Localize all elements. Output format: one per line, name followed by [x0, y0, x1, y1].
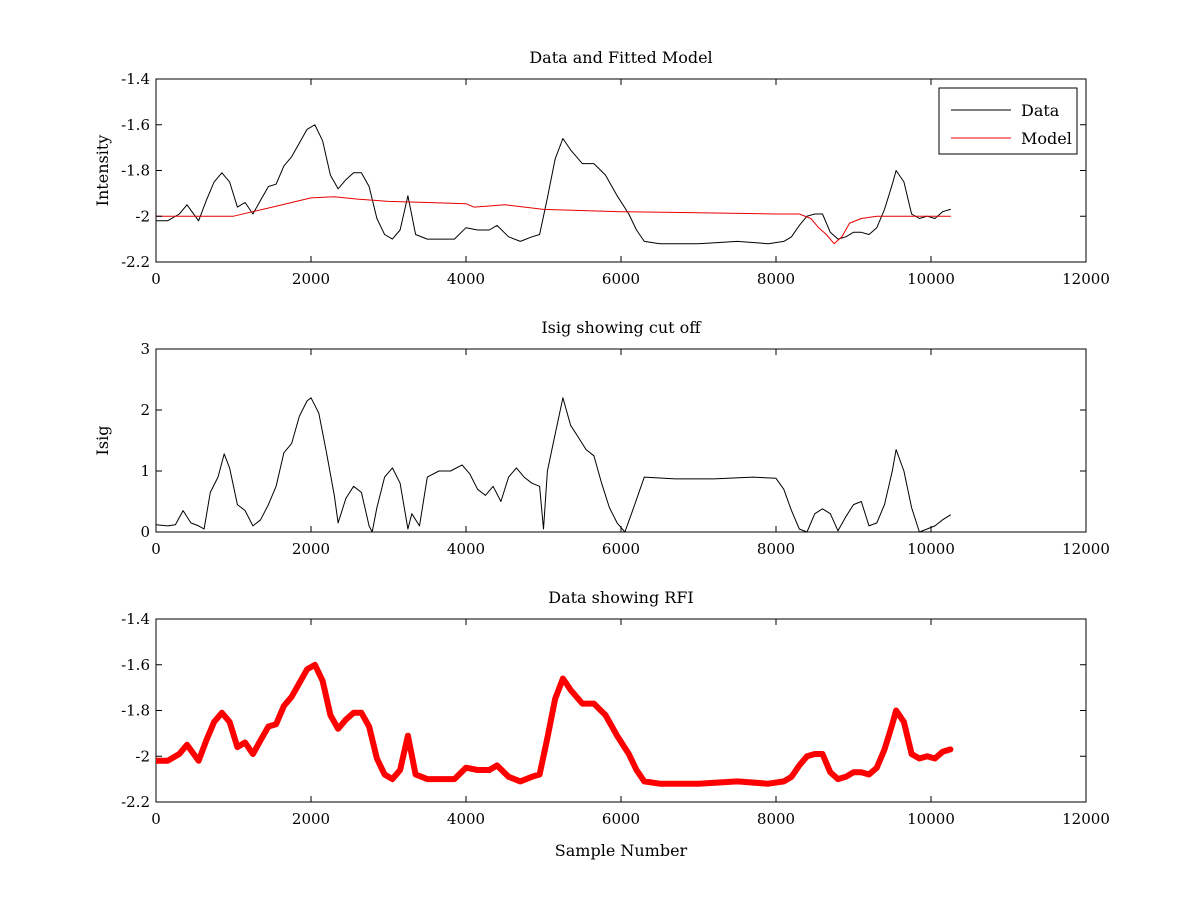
axes-frame [155, 348, 1087, 533]
x-tick-label: 0 [151, 270, 161, 288]
legend-box [938, 87, 1078, 155]
series-line-data [156, 124, 951, 245]
chart-panel-2: 0 2000 4000 6000 8000 10000 12000 0 1 2 3 Isig show… [93, 318, 1110, 558]
x-tick-label: 10000 [907, 270, 955, 288]
y-tick-label: 1 [140, 462, 150, 480]
x-tick-label: 6000 [602, 270, 640, 288]
y-tick-label: -1.6 [121, 656, 150, 674]
x-tick-label: 6000 [602, 810, 640, 828]
axes-frame [155, 78, 1087, 263]
legend-entry: Model [1021, 129, 1072, 148]
chart-panel-1: 0 2000 4000 6000 8000 10000 12000 -2.2 -2 -1.8 -1.… [93, 48, 1110, 288]
y-tick-label: -1.6 [121, 116, 150, 134]
series-line-model [156, 196, 951, 245]
x-tick-label: 4000 [447, 270, 485, 288]
x-tick-label: 2000 [292, 810, 330, 828]
legend-entry: Data [1021, 101, 1060, 120]
x-tick-label: 10000 [907, 540, 955, 558]
x-tick-label: 10000 [907, 810, 955, 828]
y-tick-label: -2 [135, 207, 150, 225]
y-tick-label: 3 [140, 340, 150, 358]
y-tick-label: -2.2 [121, 253, 150, 271]
y-tick-label: 0 [140, 523, 150, 541]
x-tick-label: 8000 [757, 270, 795, 288]
x-axis-label: Sample Number [555, 841, 688, 860]
y-tick-label: -1.8 [121, 162, 150, 180]
series-line-1 [156, 397, 951, 532]
y-axis-label: Intensity [93, 135, 112, 207]
y-tick-label: -1.8 [121, 702, 150, 720]
y-tick-label: -1.4 [121, 610, 150, 628]
y-tick-label: -2 [135, 747, 150, 765]
y-axis-label: Isig [93, 426, 112, 456]
x-tick-label: 12000 [1062, 270, 1110, 288]
y-tick-label: 2 [140, 401, 150, 419]
x-tick-label: 4000 [447, 540, 485, 558]
chart-title: Data and Fitted Model [529, 48, 712, 67]
x-tick-label: 12000 [1062, 810, 1110, 828]
x-tick-label: 0 [151, 810, 161, 828]
axes-frame [155, 618, 1087, 803]
x-tick-label: 2000 [292, 270, 330, 288]
series-line-1 [156, 661, 954, 787]
chart-panel-3: 0 2000 4000 6000 8000 10000 12000 -2.2 -2 -1.8 -1.… [121, 588, 1110, 860]
x-tick-label: 0 [151, 540, 161, 558]
x-tick-label: 6000 [602, 540, 640, 558]
x-tick-label: 2000 [292, 540, 330, 558]
legend: Data Model [938, 87, 1078, 155]
x-tick-label: 8000 [757, 810, 795, 828]
chart-title: Isig showing cut off [541, 318, 702, 337]
x-tick-label: 8000 [757, 540, 795, 558]
x-tick-label: 4000 [447, 810, 485, 828]
y-tick-label: -1.4 [121, 70, 150, 88]
chart-title: Data showing RFI [548, 588, 693, 607]
x-tick-label: 12000 [1062, 540, 1110, 558]
y-tick-label: -2.2 [121, 793, 150, 811]
